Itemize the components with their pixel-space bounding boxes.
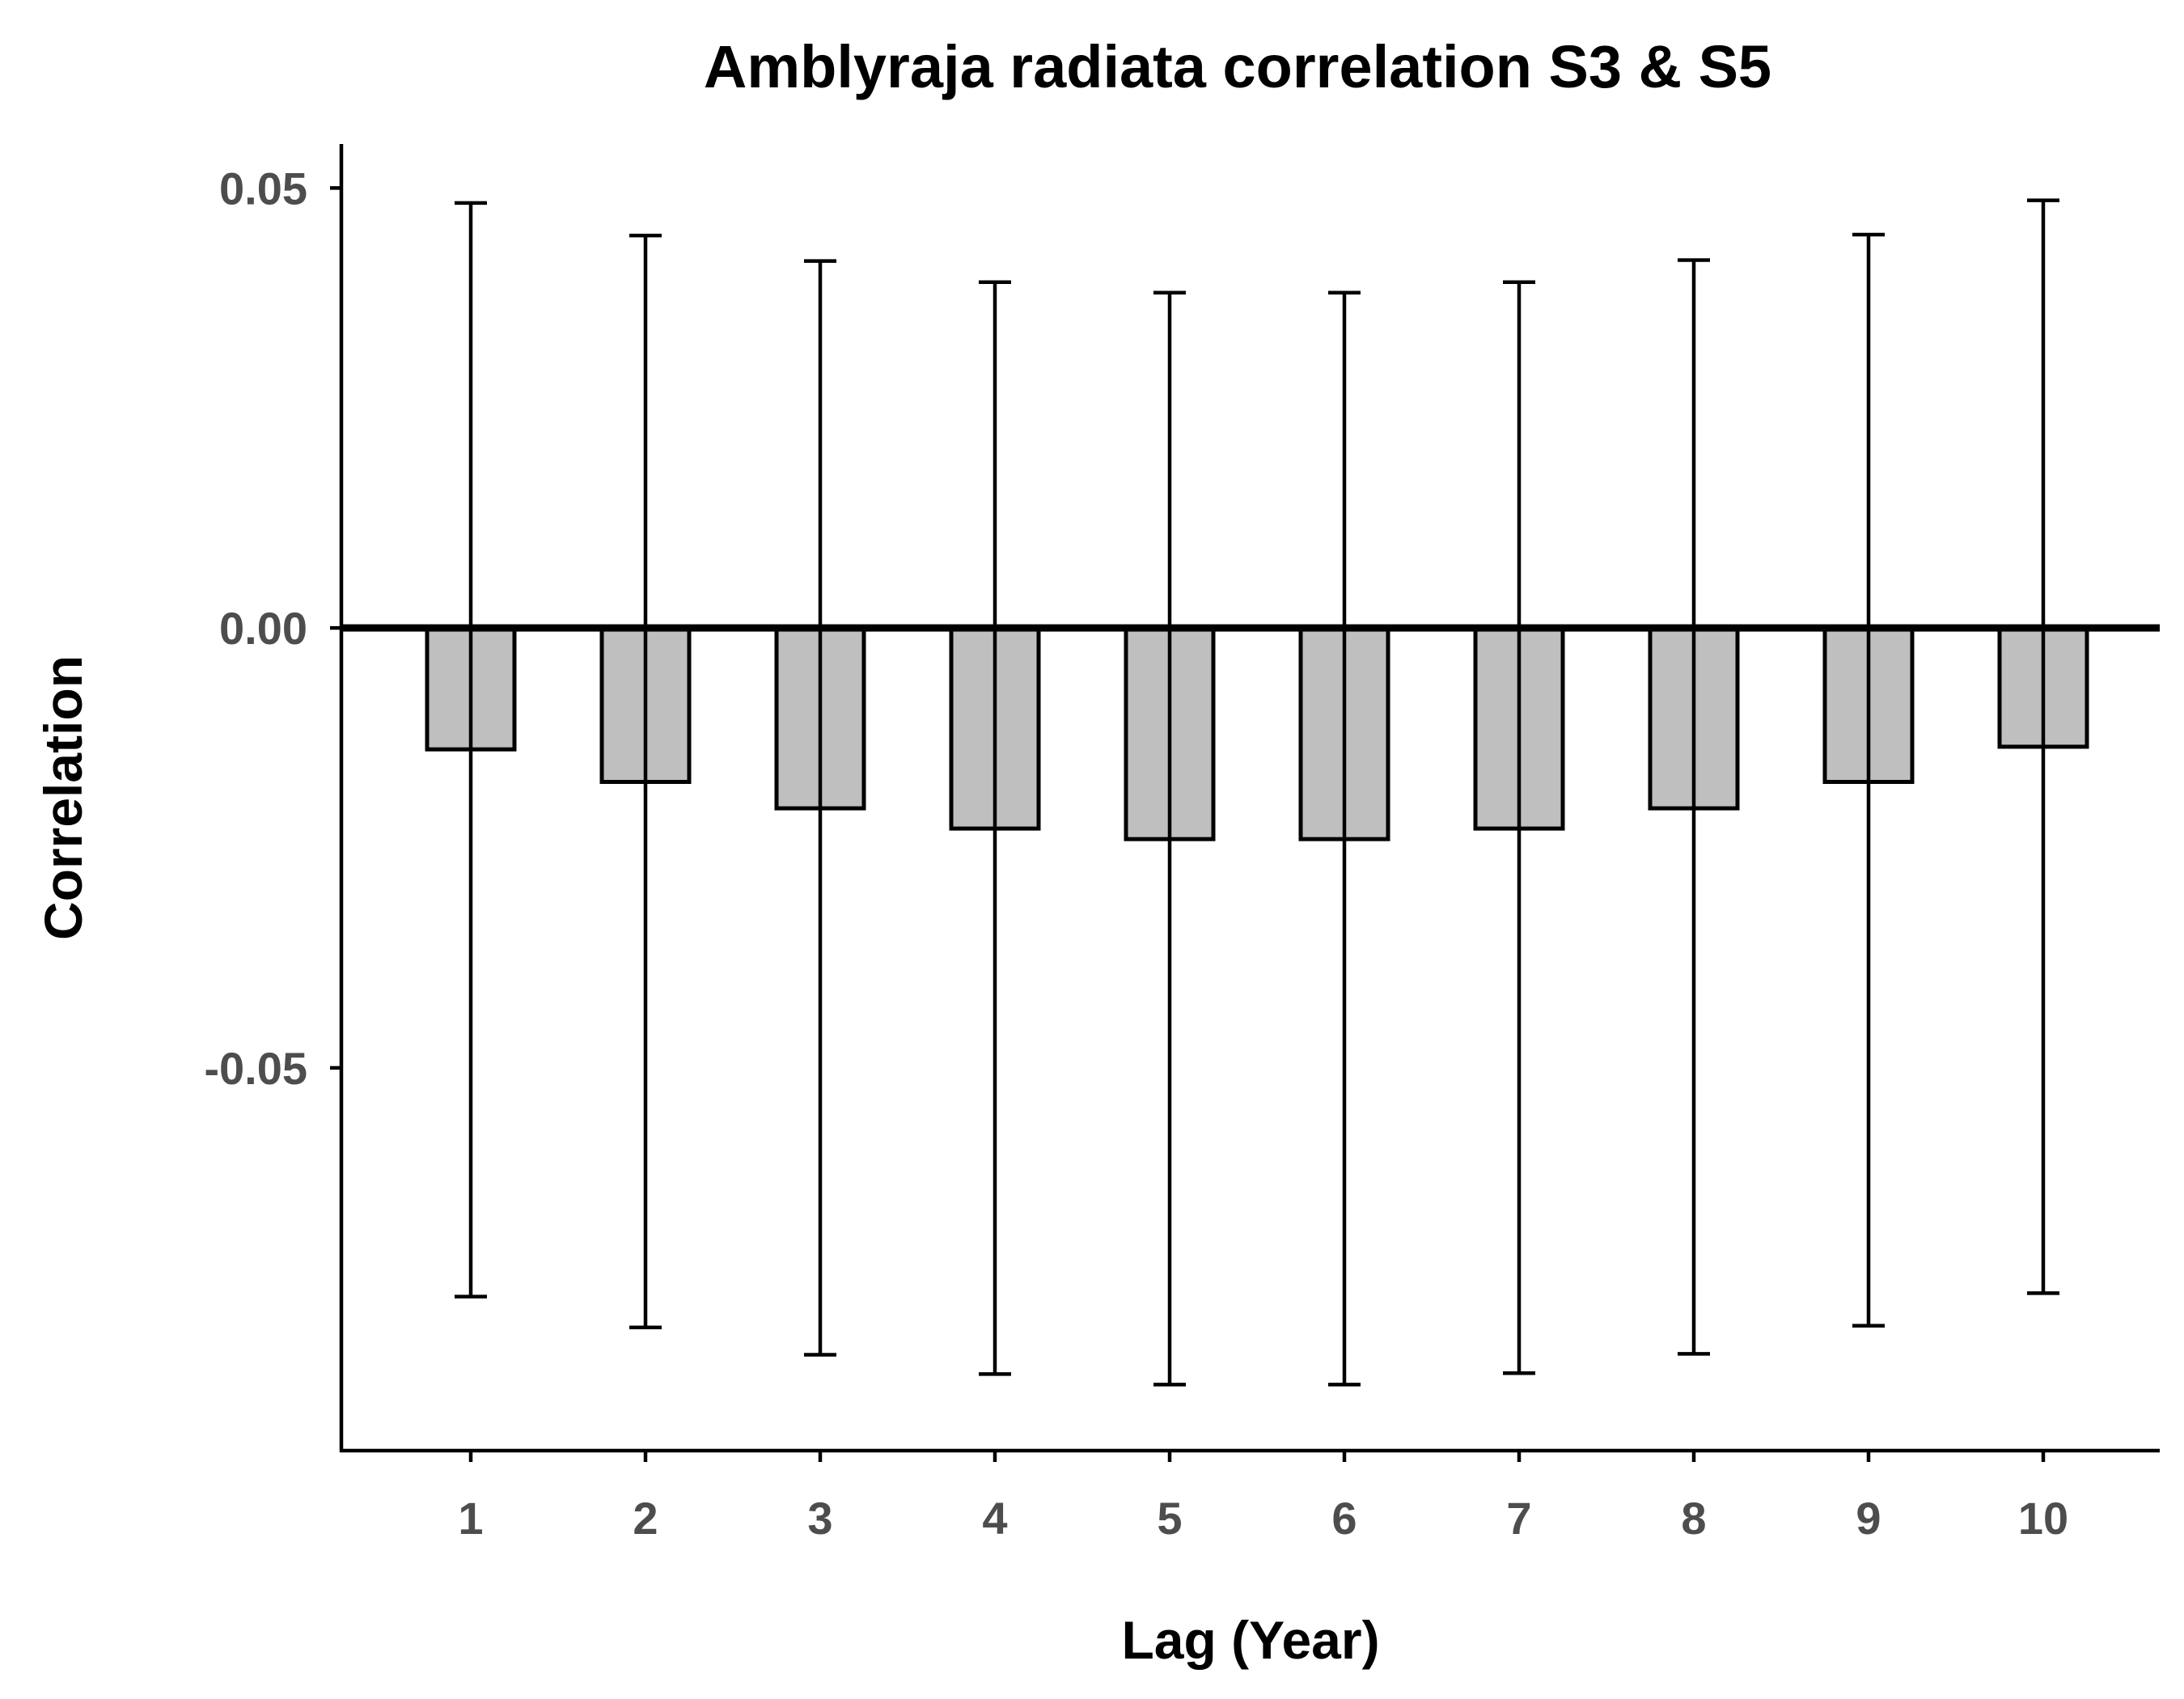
error-bar-lag-9 [1852, 232, 1885, 1328]
x-tick-label: 1 [458, 1493, 483, 1544]
x-tick-label: 10 [2018, 1493, 2068, 1544]
error-bar-lag-5 [1153, 290, 1186, 1387]
x-tick-label: 5 [1157, 1493, 1182, 1544]
x-tick-label: 4 [982, 1493, 1007, 1544]
error-bar-lag-7 [1503, 280, 1535, 1375]
error-bar-lag-4 [979, 280, 1011, 1376]
error-bars [455, 198, 2059, 1387]
y-tick-label: -0.05 [204, 1043, 307, 1094]
error-bar-lag-10 [2027, 198, 2059, 1295]
x-tick-label: 9 [1856, 1493, 1881, 1544]
error-bar-lag-3 [804, 259, 836, 1357]
x-tick-label: 2 [633, 1493, 658, 1544]
x-tick-label: 3 [807, 1493, 832, 1544]
chart-title: Amblyraja radiata correlation S3 & S5 [704, 33, 1771, 100]
error-bar-lag-8 [1678, 258, 1710, 1356]
error-bar-lag-1 [455, 201, 487, 1299]
plot-marks [425, 625, 2089, 841]
error-bar-lag-6 [1328, 290, 1361, 1387]
y-axis-title: Correlation [33, 655, 93, 940]
y-tick-label: 0.05 [219, 163, 307, 214]
y-tick-label: 0.00 [219, 603, 307, 654]
x-tick-label: 7 [1506, 1493, 1531, 1544]
x-axis-ticks: 1 2 3 4 5 6 7 8 9 10 [458, 1451, 2068, 1544]
error-bar-lag-2 [629, 233, 662, 1329]
x-axis-title: Lag (Year) [1121, 1610, 1379, 1670]
x-tick-label: 8 [1681, 1493, 1706, 1544]
x-tick-label: 6 [1331, 1493, 1357, 1544]
y-axis-ticks: -0.05 0.00 0.05 [204, 163, 341, 1094]
